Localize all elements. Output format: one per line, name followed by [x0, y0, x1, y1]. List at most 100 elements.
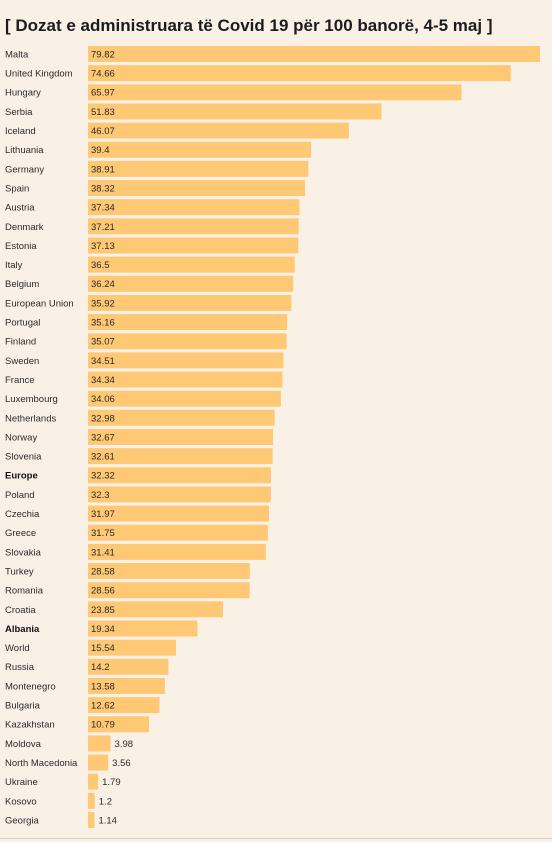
bar-row-serbia: Serbia 51.83	[5, 103, 382, 120]
bar	[88, 371, 283, 388]
bar-row-greece: Greece 31.75	[5, 524, 268, 541]
category-label: Belgium	[5, 279, 39, 290]
category-label: Germany	[5, 164, 44, 175]
bar-row-norway: Norway 32.67	[5, 429, 274, 445]
value-label: 14.2	[91, 662, 110, 673]
value-label: 32.61	[91, 452, 115, 463]
value-label: 28.56	[91, 586, 115, 597]
category-label: Netherlands	[5, 413, 56, 424]
bar-row-north-macedonia: North Macedonia 3.56	[5, 754, 131, 771]
bar-row-iceland: Iceland 46.07	[5, 122, 349, 139]
bar-row-lithuania: Lithuania 39.4	[5, 141, 312, 158]
bar	[88, 199, 300, 216]
category-label: Denmark	[5, 222, 44, 233]
value-label: 65.97	[91, 88, 115, 99]
value-label: 39.4	[91, 145, 110, 156]
bar-row-portugal: Portugal 35.16	[5, 314, 288, 331]
bar-row-albania: Albania 19.34	[5, 620, 198, 637]
bar-row-netherlands: Netherlands 32.98	[5, 409, 275, 426]
value-label: 1.14	[98, 815, 117, 826]
value-label: 1.2	[99, 796, 112, 807]
bar-row-georgia: Georgia 1.14	[5, 812, 117, 828]
bar	[88, 448, 273, 465]
bar	[88, 390, 281, 407]
bar-row-denmark: Denmark 37.21	[5, 218, 299, 235]
bar	[88, 812, 95, 828]
category-label: Slovakia	[5, 547, 42, 558]
value-label: 32.3	[91, 490, 110, 501]
value-label: 38.91	[91, 164, 115, 175]
bar	[88, 677, 165, 694]
bar	[88, 524, 268, 541]
bar-row-bulgaria: Bulgaria 12.62	[5, 697, 160, 714]
value-label: 15.54	[91, 643, 115, 654]
bar-row-poland: Poland 32.3	[5, 486, 271, 503]
bar	[88, 103, 382, 120]
value-label: 37.34	[91, 203, 115, 214]
category-label: Europe	[5, 471, 38, 482]
bar-row-belgium: Belgium 36.24	[5, 275, 294, 292]
bar	[88, 658, 169, 675]
bar-row-world: World 15.54	[5, 639, 176, 656]
bar	[88, 65, 511, 82]
chart-title: [ Dozat e administruara të Covid 19 për …	[5, 16, 493, 35]
bar	[88, 275, 294, 292]
category-label: Czechia	[5, 509, 40, 520]
value-label: 37.21	[91, 222, 115, 233]
value-label: 34.34	[91, 375, 115, 386]
category-label: Russia	[5, 662, 35, 673]
bar-row-kosovo: Kosovo 1.2	[5, 792, 112, 809]
value-label: 13.58	[91, 681, 115, 692]
category-label: Turkey	[5, 566, 34, 577]
bar	[88, 620, 198, 637]
bar-row-france: France 34.34	[5, 371, 283, 388]
bar	[88, 429, 274, 445]
bars-layer: Malta 79.82 United Kingdom 74.66 Hungary 65.9…	[5, 46, 540, 828]
bar-row-european-union: European Union 35.92	[5, 294, 292, 311]
bar-row-ukraine: Ukraine 1.79	[5, 773, 121, 790]
bar-row-russia: Russia 14.2	[5, 658, 169, 675]
bar-row-luxembourg: Luxembourg 34.06	[5, 390, 281, 407]
bar	[88, 294, 292, 311]
bar	[88, 237, 299, 254]
value-label: 28.58	[91, 566, 115, 577]
bar-row-sweden: Sweden 34.51	[5, 352, 284, 369]
bar-row-kazakhstan: Kazakhstan 10.79	[5, 716, 150, 733]
value-label: 79.82	[91, 49, 115, 60]
value-label: 31.75	[91, 528, 115, 539]
bar-row-montenegro: Montenegro 13.58	[5, 677, 165, 694]
category-label: Poland	[5, 490, 35, 501]
value-label: 31.41	[91, 547, 115, 558]
value-label: 36.24	[91, 279, 115, 290]
bar-row-finland: Finland 35.07	[5, 333, 287, 350]
bar	[88, 314, 288, 331]
category-label: Kosovo	[5, 796, 37, 807]
bar	[88, 697, 160, 714]
bar	[88, 352, 284, 369]
value-label: 38.32	[91, 183, 115, 194]
value-label: 19.34	[91, 624, 115, 635]
bar	[88, 46, 540, 62]
category-label: Kazakhstan	[5, 720, 55, 731]
category-label: Portugal	[5, 318, 40, 329]
category-label: Hungary	[5, 88, 41, 99]
bar-row-turkey: Turkey 28.58	[5, 563, 250, 580]
bar	[88, 735, 111, 752]
category-label: Ukraine	[5, 777, 38, 788]
bar	[88, 563, 250, 580]
category-label: Croatia	[5, 605, 36, 616]
value-label: 34.51	[91, 356, 115, 367]
bar	[88, 84, 462, 101]
category-label: Lithuania	[5, 145, 44, 156]
bar	[88, 180, 305, 197]
value-label: 35.92	[91, 298, 115, 309]
bar-row-romania: Romania 28.56	[5, 582, 250, 599]
category-label: Montenegro	[5, 681, 56, 692]
value-label: 51.83	[91, 107, 115, 118]
bar	[88, 639, 176, 656]
category-label: Greece	[5, 528, 36, 539]
value-label: 3.56	[112, 758, 131, 769]
bar	[88, 582, 250, 599]
category-label: Italy	[5, 260, 23, 271]
